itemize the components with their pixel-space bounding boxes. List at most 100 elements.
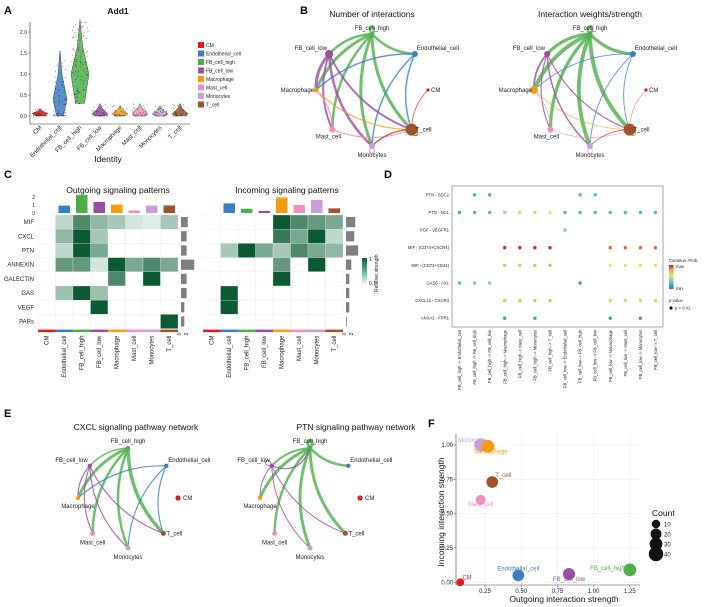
outgoing-topbar-fb-cell-low: [93, 201, 105, 213]
panel-b: B Number of interactions Interaction wei…: [281, 5, 677, 159]
scatter-point-mast-cell: [475, 494, 486, 505]
outgoing-cell-annexin-macrophage: [107, 257, 126, 272]
incoming-cell-mif-macrophage: [272, 214, 291, 230]
violin-point: [75, 64, 76, 66]
violin-point: [114, 105, 115, 107]
violin-point: [174, 114, 176, 116]
violin-point: [58, 101, 60, 103]
incoming-col-label-macrophage: Macrophage: [280, 335, 286, 369]
violin-point: [119, 114, 121, 116]
violin-point: [39, 113, 41, 115]
violin-point: [65, 98, 67, 100]
dotplot-point: [563, 228, 567, 232]
network-edge: [157, 465, 167, 534]
outgoing-topbar-mast-cell: [128, 210, 140, 213]
violin-point: [81, 33, 83, 35]
violin-point: [79, 61, 81, 63]
outgoing-cell-ptn-monocytes: [142, 243, 161, 258]
violin-point: [99, 115, 101, 117]
violin-point: [132, 103, 134, 105]
outgoing-cell-gas-monocytes: [142, 285, 161, 301]
violin-point: [121, 111, 123, 113]
outgoing-side-tick-label: 2: [184, 332, 190, 335]
violin-point: [154, 112, 156, 114]
dotplot-row-label-mif-cd74-cxcr4: MIF - (CD74+CXCR4): [408, 245, 450, 250]
violin-point: [172, 103, 174, 105]
violin-point: [36, 112, 38, 114]
incoming-cell-cxcl-monocytes: [307, 229, 326, 244]
incoming-cell-galectin-monocytes: [307, 271, 326, 287]
dotplot-point: [608, 263, 612, 268]
incoming-cell-ptn-mast-cell: [290, 243, 309, 258]
violin-endothelial-cell: [52, 50, 68, 117]
incoming-col-label-t-cell: T_cell: [332, 336, 338, 352]
violin-point: [145, 115, 147, 116]
incoming-sidebar-galectin: [346, 273, 350, 284]
incoming-sidebar-annexin: [346, 259, 352, 270]
violin-point: [82, 63, 84, 65]
violin-point: [38, 115, 40, 117]
network-node-label-macrophage: Macrophage: [61, 504, 95, 510]
panel-b-letter: B: [300, 5, 308, 17]
network-edge: [298, 447, 312, 549]
network-node-monocytes: [369, 143, 375, 149]
outgoing-strip-fb-cell-high: [73, 329, 91, 333]
panel-f: F 0.25 0.50 0.75 1.00 1.25 0.00 0.25 0.50 0.75 1.…: [428, 418, 675, 604]
violin-point: [157, 112, 159, 114]
network-node-t-cell: [623, 123, 636, 136]
relative-strength-min: 0.1: [369, 281, 376, 287]
violin-point: [85, 21, 87, 23]
violin-point: [156, 111, 157, 113]
network-node-mast-cell: [272, 530, 278, 536]
violin-point: [132, 111, 134, 113]
violin-point: [65, 103, 67, 105]
outgoing-col-label-cm: CM: [45, 336, 51, 345]
violin-point: [74, 31, 76, 33]
outgoing-cell-vegf-macrophage: [107, 300, 126, 315]
count-legend: Count 10 20 30 40: [648, 508, 675, 562]
violin-point: [93, 106, 95, 108]
network-interaction-weights: FB_cell_high Endothelial_cell CM T_cell Mono…: [499, 25, 677, 159]
dotplot-row-label-ptn-ncl: PTN - NCL: [429, 210, 450, 215]
violin-point: [124, 110, 126, 112]
incoming-topbar-monocytes: [311, 199, 323, 213]
relative-strength-title: Relative strength: [374, 254, 380, 292]
network-node-cm: [644, 88, 648, 92]
incoming-sidebar-mif: [346, 217, 356, 228]
violin-point: [164, 115, 166, 117]
outgoing-cell-gas-t-cell: [160, 285, 179, 301]
violin-point: [114, 111, 116, 113]
violin-point: [154, 113, 156, 115]
outgoing-cell-ptn-t-cell: [160, 243, 179, 258]
outgoing-strip-cm: [38, 329, 56, 333]
dotplot-point: [608, 298, 612, 303]
outgoing-cell-cxcl-monocytes: [142, 229, 161, 244]
network-node-endothelial-cell: [411, 51, 418, 58]
violin-point: [160, 110, 161, 112]
scatter-point-label-mast-cell: Mast_cell: [468, 502, 493, 508]
violin-point: [166, 111, 168, 113]
violin-point: [82, 50, 84, 52]
network-node-label-mast-cell: Mast_cell: [534, 135, 559, 141]
network-edge: [271, 465, 346, 534]
network-node-fb-cell-low: [269, 463, 274, 469]
violin-point: [62, 66, 64, 68]
violin-point: [118, 113, 120, 115]
incoming-topbar-endothelial-cell: [223, 203, 235, 213]
dotplot-point: [578, 281, 582, 285]
scatter-y-tick-label: 0.25: [441, 546, 453, 552]
outgoing-col-label-mast-cell: Mast_cell: [132, 336, 138, 361]
violin-point: [55, 89, 57, 91]
dotplot-point: [457, 281, 462, 285]
dotplot-point: [578, 193, 582, 197]
violin-point: [156, 115, 158, 117]
violin-point: [102, 115, 104, 116]
violin-point: [92, 110, 94, 112]
scatter-y-tick-label: 0.50: [441, 512, 453, 518]
network-edge: [533, 53, 633, 91]
incoming-cell-gas-endothelial-cell: [220, 285, 239, 301]
relative-strength-colorbar: [362, 258, 367, 284]
violin-point: [54, 81, 56, 83]
incoming-cell-annexin-macrophage: [272, 257, 291, 272]
dotplot-point: [503, 316, 507, 320]
